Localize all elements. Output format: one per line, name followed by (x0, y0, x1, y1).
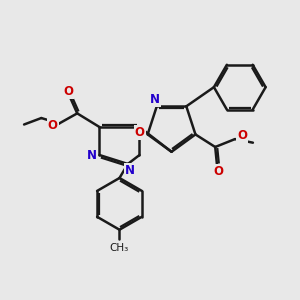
Text: O: O (63, 85, 73, 98)
Text: O: O (135, 126, 145, 139)
Text: O: O (237, 129, 247, 142)
Text: N: N (124, 164, 135, 177)
Text: CH₃: CH₃ (110, 243, 129, 253)
Text: N: N (150, 93, 160, 106)
Text: N: N (87, 148, 97, 161)
Text: O: O (48, 119, 58, 132)
Text: O: O (214, 165, 224, 178)
